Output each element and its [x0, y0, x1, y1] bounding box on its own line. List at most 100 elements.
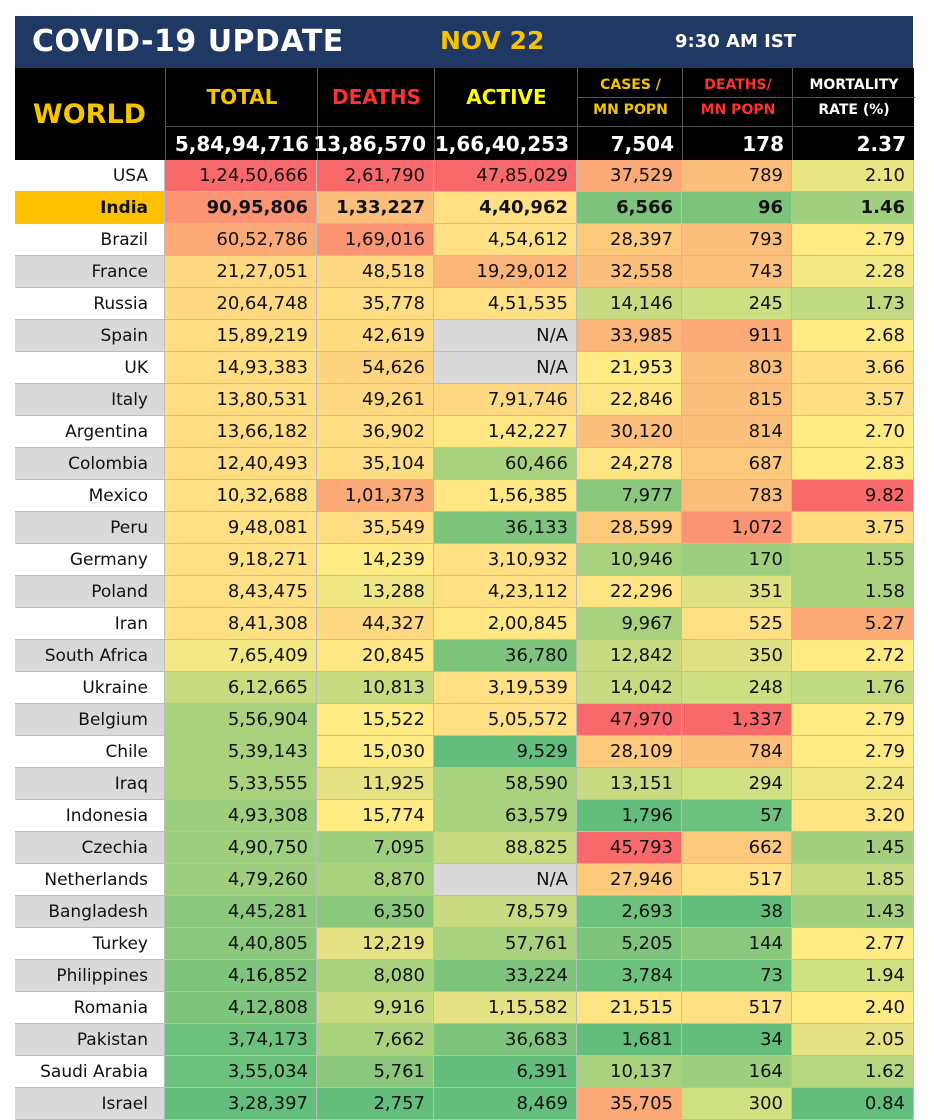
mortality-cell: 2.24 [792, 768, 914, 800]
active-cell: 60,466 [434, 448, 577, 480]
total-cell: 5,39,143 [165, 736, 317, 768]
active-cell: 57,761 [434, 928, 577, 960]
mortality-cell: 2.70 [792, 416, 914, 448]
country-name: Philippines [15, 960, 165, 992]
mortality-cell: 2.40 [792, 992, 914, 1024]
deaths-cell: 10,813 [317, 672, 434, 704]
table-row: Pakistan 3,74,173 7,662 36,683 1,681 34 2.05 [15, 1024, 914, 1056]
country-name: Bangladesh [15, 896, 165, 928]
table-row: Argentina 13,66,182 36,902 1,42,227 30,120 81… [15, 416, 914, 448]
country-name: Spain [15, 320, 165, 352]
world-active: 1,66,40,253 [434, 126, 577, 160]
active-cell: 3,10,932 [434, 544, 577, 576]
mortality-cell: 2.28 [792, 256, 914, 288]
deaths-cell: 5,761 [317, 1056, 434, 1088]
cases-per-mn-cell: 12,842 [577, 640, 682, 672]
cases-per-mn-cell: 13,151 [577, 768, 682, 800]
active-cell: N/A [434, 352, 577, 384]
deaths-cell: 15,522 [317, 704, 434, 736]
cases-per-mn-cell: 22,296 [577, 576, 682, 608]
total-cell: 4,79,260 [165, 864, 317, 896]
cases-per-mn-cell: 35,705 [577, 1088, 682, 1120]
deaths-per-mn-cell: 687 [682, 448, 792, 480]
country-name: Colombia [15, 448, 165, 480]
active-cell: 5,05,572 [434, 704, 577, 736]
active-cell: 36,780 [434, 640, 577, 672]
header-deaths-per-mn: DEATHS/ MN POPN [682, 68, 793, 126]
deaths-per-mn-cell: 34 [682, 1024, 792, 1056]
cases-per-mn-cell: 27,946 [577, 864, 682, 896]
country-name: India [15, 192, 165, 224]
deaths-cell: 44,327 [317, 608, 434, 640]
world-deaths: 13,86,570 [313, 126, 434, 160]
table-row: UK 14,93,383 54,626 N/A 21,953 803 3.66 [15, 352, 914, 384]
deaths-cell: 12,219 [317, 928, 434, 960]
deaths-per-mn-cell: 38 [682, 896, 792, 928]
deaths-cell: 14,239 [317, 544, 434, 576]
total-cell: 9,18,271 [165, 544, 317, 576]
table-row: USA 1,24,50,666 2,61,790 47,85,029 37,529 789… [15, 160, 914, 192]
country-name: Brazil [15, 224, 165, 256]
deaths-cell: 15,774 [317, 800, 434, 832]
total-cell: 15,89,219 [165, 320, 317, 352]
deaths-per-mn-cell: 815 [682, 384, 792, 416]
cases-per-mn-cell: 28,109 [577, 736, 682, 768]
mortality-cell: 1.73 [792, 288, 914, 320]
deaths-per-mn-cell: 814 [682, 416, 792, 448]
mortality-cell: 9.82 [792, 480, 914, 512]
table-row: Chile 5,39,143 15,030 9,529 28,109 784 2.79 [15, 736, 914, 768]
total-cell: 1,24,50,666 [165, 160, 317, 192]
deaths-per-mn-cell: 57 [682, 800, 792, 832]
total-cell: 21,27,051 [165, 256, 317, 288]
header-cases-per-mn: CASES / MN POPN [577, 68, 683, 126]
header-deaths: DEATHS [317, 68, 435, 126]
deaths-per-mn-cell: 351 [682, 576, 792, 608]
total-cell: 8,41,308 [165, 608, 317, 640]
deaths-per-mn-cell: 248 [682, 672, 792, 704]
total-cell: 13,80,531 [165, 384, 317, 416]
cases-per-mn-cell: 5,205 [577, 928, 682, 960]
cases-per-mn-cell: 30,120 [577, 416, 682, 448]
header-cases-per-mn-line2: MN POPN [593, 101, 668, 118]
deaths-per-mn-cell: 803 [682, 352, 792, 384]
active-cell: N/A [434, 320, 577, 352]
mortality-cell: 2.05 [792, 1024, 914, 1056]
total-cell: 4,16,852 [165, 960, 317, 992]
header-mortality-line1: MORTALITY [793, 73, 915, 98]
world-total: 5,84,94,716 [165, 126, 317, 160]
mortality-cell: 1.58 [792, 576, 914, 608]
deaths-per-mn-cell: 517 [682, 992, 792, 1024]
country-name: Czechia [15, 832, 165, 864]
deaths-per-mn-cell: 784 [682, 736, 792, 768]
deaths-per-mn-cell: 73 [682, 960, 792, 992]
table-row: Turkey 4,40,805 12,219 57,761 5,205 144 2.77 [15, 928, 914, 960]
deaths-cell: 9,916 [317, 992, 434, 1024]
table-row: Colombia 12,40,493 35,104 60,466 24,278 687 2.… [15, 448, 914, 480]
total-cell: 14,93,383 [165, 352, 317, 384]
mortality-cell: 1.45 [792, 832, 914, 864]
mortality-cell: 0.84 [792, 1088, 914, 1120]
deaths-per-mn-cell: 789 [682, 160, 792, 192]
table-row: Israel 3,28,397 2,757 8,469 35,705 300 0.84 [15, 1088, 914, 1120]
table-row: Peru 9,48,081 35,549 36,133 28,599 1,072 3.75 [15, 512, 914, 544]
active-cell: 4,23,112 [434, 576, 577, 608]
world-label: WORLD [32, 98, 147, 130]
cases-per-mn-cell: 2,693 [577, 896, 682, 928]
total-cell: 8,43,475 [165, 576, 317, 608]
deaths-cell: 20,845 [317, 640, 434, 672]
table-row: Germany 9,18,271 14,239 3,10,932 10,946 170 1.… [15, 544, 914, 576]
deaths-cell: 7,095 [317, 832, 434, 864]
deaths-per-mn-cell: 350 [682, 640, 792, 672]
header-cases-per-mn-line1: CASES / [578, 73, 683, 98]
cases-per-mn-cell: 28,599 [577, 512, 682, 544]
deaths-cell: 36,902 [317, 416, 434, 448]
table-row: Mexico 10,32,688 1,01,373 1,56,385 7,977 783 9… [15, 480, 914, 512]
deaths-per-mn-cell: 525 [682, 608, 792, 640]
active-cell: 1,15,582 [434, 992, 577, 1024]
deaths-cell: 13,288 [317, 576, 434, 608]
total-cell: 3,74,173 [165, 1024, 317, 1056]
total-cell: 90,95,806 [165, 192, 317, 224]
total-cell: 20,64,748 [165, 288, 317, 320]
mortality-cell: 1.43 [792, 896, 914, 928]
deaths-per-mn-cell: 245 [682, 288, 792, 320]
